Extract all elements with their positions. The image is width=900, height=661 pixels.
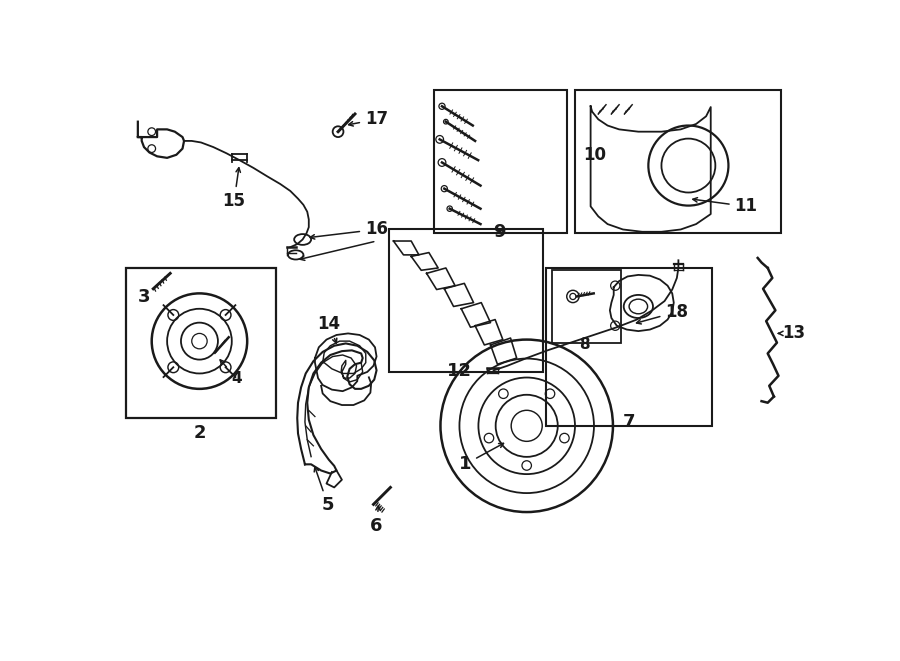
Text: 12: 12 <box>447 362 473 380</box>
Text: 15: 15 <box>222 168 246 210</box>
Bar <box>575 90 781 233</box>
Text: 18: 18 <box>636 303 688 324</box>
Bar <box>552 270 621 344</box>
Text: 17: 17 <box>348 110 388 128</box>
Text: 10: 10 <box>583 146 606 164</box>
Bar <box>435 90 567 233</box>
Bar <box>546 268 712 426</box>
Text: 3: 3 <box>138 288 150 306</box>
Text: 11: 11 <box>693 198 758 215</box>
Text: 1: 1 <box>459 444 503 473</box>
Bar <box>389 229 543 372</box>
Text: 6: 6 <box>370 506 382 535</box>
Text: 9: 9 <box>493 223 506 241</box>
Text: 16: 16 <box>310 221 388 239</box>
Text: 14: 14 <box>317 315 340 343</box>
Bar <box>125 268 275 418</box>
Text: 5: 5 <box>314 467 334 514</box>
Text: 2: 2 <box>194 424 206 442</box>
Text: 7: 7 <box>623 413 635 432</box>
Text: 8: 8 <box>579 337 590 352</box>
Text: 4: 4 <box>220 360 242 385</box>
Text: 13: 13 <box>778 325 806 342</box>
